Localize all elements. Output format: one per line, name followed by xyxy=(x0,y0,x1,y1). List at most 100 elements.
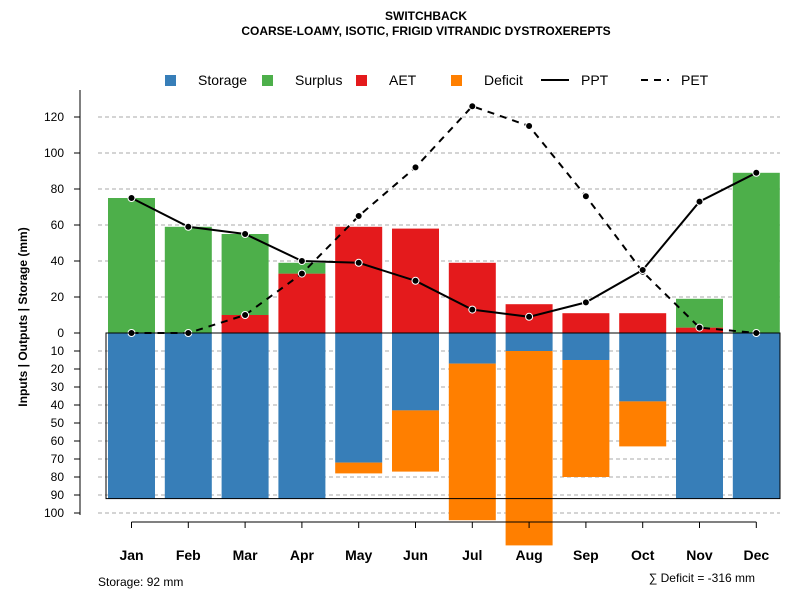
ppt-point-mar xyxy=(241,230,250,238)
aet-bar-oct xyxy=(619,313,667,333)
y-tick-label-bottom-20: 20 xyxy=(51,362,65,376)
ppt-point-dec xyxy=(752,168,761,177)
y-tick-label-bottom-70: 70 xyxy=(51,452,65,466)
aet-bar-sep xyxy=(562,313,610,333)
y-tick-label-bottom-90: 90 xyxy=(51,488,65,502)
x-tick-label-jul: Jul xyxy=(462,547,482,563)
ppt-point-jul xyxy=(468,305,477,314)
x-tick-label-nov: Nov xyxy=(686,547,713,563)
pet-point-may xyxy=(354,212,363,220)
ppt-line xyxy=(131,171,757,318)
surplus-bar-jan xyxy=(108,198,155,333)
axes: 0 20 40 60 80 100 120 10 20 30 40 50 60 70 80 90 100 Jan F… xyxy=(44,90,781,563)
surplus-bar-apr xyxy=(278,262,326,274)
surplus-bar-dec xyxy=(732,172,780,333)
pet-line xyxy=(131,105,757,334)
surplus-bar-nov xyxy=(676,298,723,328)
x-tick-label-dec: Dec xyxy=(743,547,769,563)
storage-capacity-box xyxy=(105,332,781,500)
legend-swatch-deficit xyxy=(451,75,462,86)
pet-point-mar xyxy=(241,311,250,319)
aet-bar-apr xyxy=(278,273,326,333)
y-tick-label-top-0: 0 xyxy=(57,326,64,340)
x-tick-label-jun: Jun xyxy=(403,547,428,563)
storage-bar-apr xyxy=(278,333,326,499)
chart-title: SWITCHBACK xyxy=(385,9,467,23)
surplus-bar-mar xyxy=(221,234,269,315)
y-tick-label-bottom-80: 80 xyxy=(51,470,65,484)
ppt-point-sep xyxy=(581,298,590,307)
storage-bar-sep xyxy=(562,333,610,360)
y-axis-label: Inputs | Outputs | Storage (mm) xyxy=(16,227,30,406)
x-tick-label-apr: Apr xyxy=(290,547,315,563)
ppt-point-apr xyxy=(297,257,306,265)
x-tick-label-oct: Oct xyxy=(631,547,655,563)
deficit-bar-oct xyxy=(619,401,667,447)
storage-footnote: Storage: 92 mm xyxy=(98,575,183,589)
storage-bar-aug xyxy=(505,333,553,351)
legend: Storage Surplus AET Deficit PPT PET xyxy=(165,72,709,88)
y-tick-label-top-100: 100 xyxy=(44,146,64,160)
deficit-bar-jul xyxy=(448,363,496,521)
pet-point-jun xyxy=(411,163,420,172)
y-tick-label-bottom-50: 50 xyxy=(51,416,65,430)
pet-point-sep xyxy=(581,192,590,201)
y-tick-label-top-60: 60 xyxy=(51,218,65,232)
pet-point-nov xyxy=(695,323,704,332)
legend-swatch-surplus xyxy=(262,75,273,86)
series-lines xyxy=(127,102,761,337)
pet-point-jul xyxy=(468,102,477,111)
x-tick-label-jan: Jan xyxy=(119,547,143,563)
storage-bar-oct xyxy=(619,333,667,402)
legend-swatch-storage xyxy=(165,75,176,86)
chart-subtitle: COARSE-LOAMY, ISOTIC, FRIGID VITRANDIC D… xyxy=(241,24,610,38)
storage-bar-feb xyxy=(164,333,212,499)
ppt-point-feb xyxy=(184,222,193,231)
bars xyxy=(108,172,780,546)
aet-bar-jul xyxy=(448,262,496,333)
legend-label-surplus: Surplus xyxy=(295,72,342,88)
y-tick-label-bottom-30: 30 xyxy=(51,380,65,394)
x-tick-label-aug: Aug xyxy=(515,547,542,563)
x-tick-label-may: May xyxy=(345,547,372,563)
ppt-point-oct xyxy=(638,266,647,274)
y-tick-label-bottom-40: 40 xyxy=(51,398,65,412)
ppt-point-may xyxy=(354,258,363,267)
storage-bar-jul xyxy=(448,333,496,364)
y-tick-label-bottom-60: 60 xyxy=(51,434,65,448)
storage-bar-mar xyxy=(221,333,269,499)
x-tick-label-feb: Feb xyxy=(176,547,201,563)
pet-point-aug xyxy=(525,122,534,130)
y-tick-label-bottom-10: 10 xyxy=(51,344,65,358)
ppt-point-aug xyxy=(525,312,534,321)
legend-label-storage: Storage xyxy=(198,72,247,88)
x-tick-label-mar: Mar xyxy=(233,547,258,563)
legend-swatch-aet xyxy=(356,75,367,86)
legend-label-deficit: Deficit xyxy=(484,72,523,88)
deficit-bar-aug xyxy=(505,351,553,546)
deficit-bar-sep xyxy=(562,360,610,477)
y-tick-label-top-120: 120 xyxy=(44,110,64,124)
ppt-point-jun xyxy=(411,276,420,285)
surplus-bar-feb xyxy=(164,226,212,333)
aet-bar-mar xyxy=(221,315,269,333)
deficit-footnote: ∑ Deficit = -316 mm xyxy=(649,571,755,585)
y-tick-label-top-80: 80 xyxy=(51,182,65,196)
aet-bar-may xyxy=(335,226,383,333)
legend-label-aet: AET xyxy=(389,72,417,88)
storage-bar-nov xyxy=(676,333,723,499)
ppt-point-nov xyxy=(695,197,704,206)
storage-bar-may xyxy=(335,333,383,463)
pet-point-apr xyxy=(297,269,306,278)
y-tick-label-top-40: 40 xyxy=(51,254,65,268)
legend-label-pet: PET xyxy=(681,72,709,88)
y-tick-label-top-20: 20 xyxy=(51,290,65,304)
storage-bar-dec xyxy=(732,333,780,499)
storage-bar-jun xyxy=(392,333,439,411)
legend-label-ppt: PPT xyxy=(581,72,609,88)
y-tick-label-bottom-100: 100 xyxy=(44,506,64,520)
x-tick-label-sep: Sep xyxy=(573,547,599,563)
deficit-bar-jun xyxy=(392,410,439,472)
deficit-bar-may xyxy=(335,462,383,474)
